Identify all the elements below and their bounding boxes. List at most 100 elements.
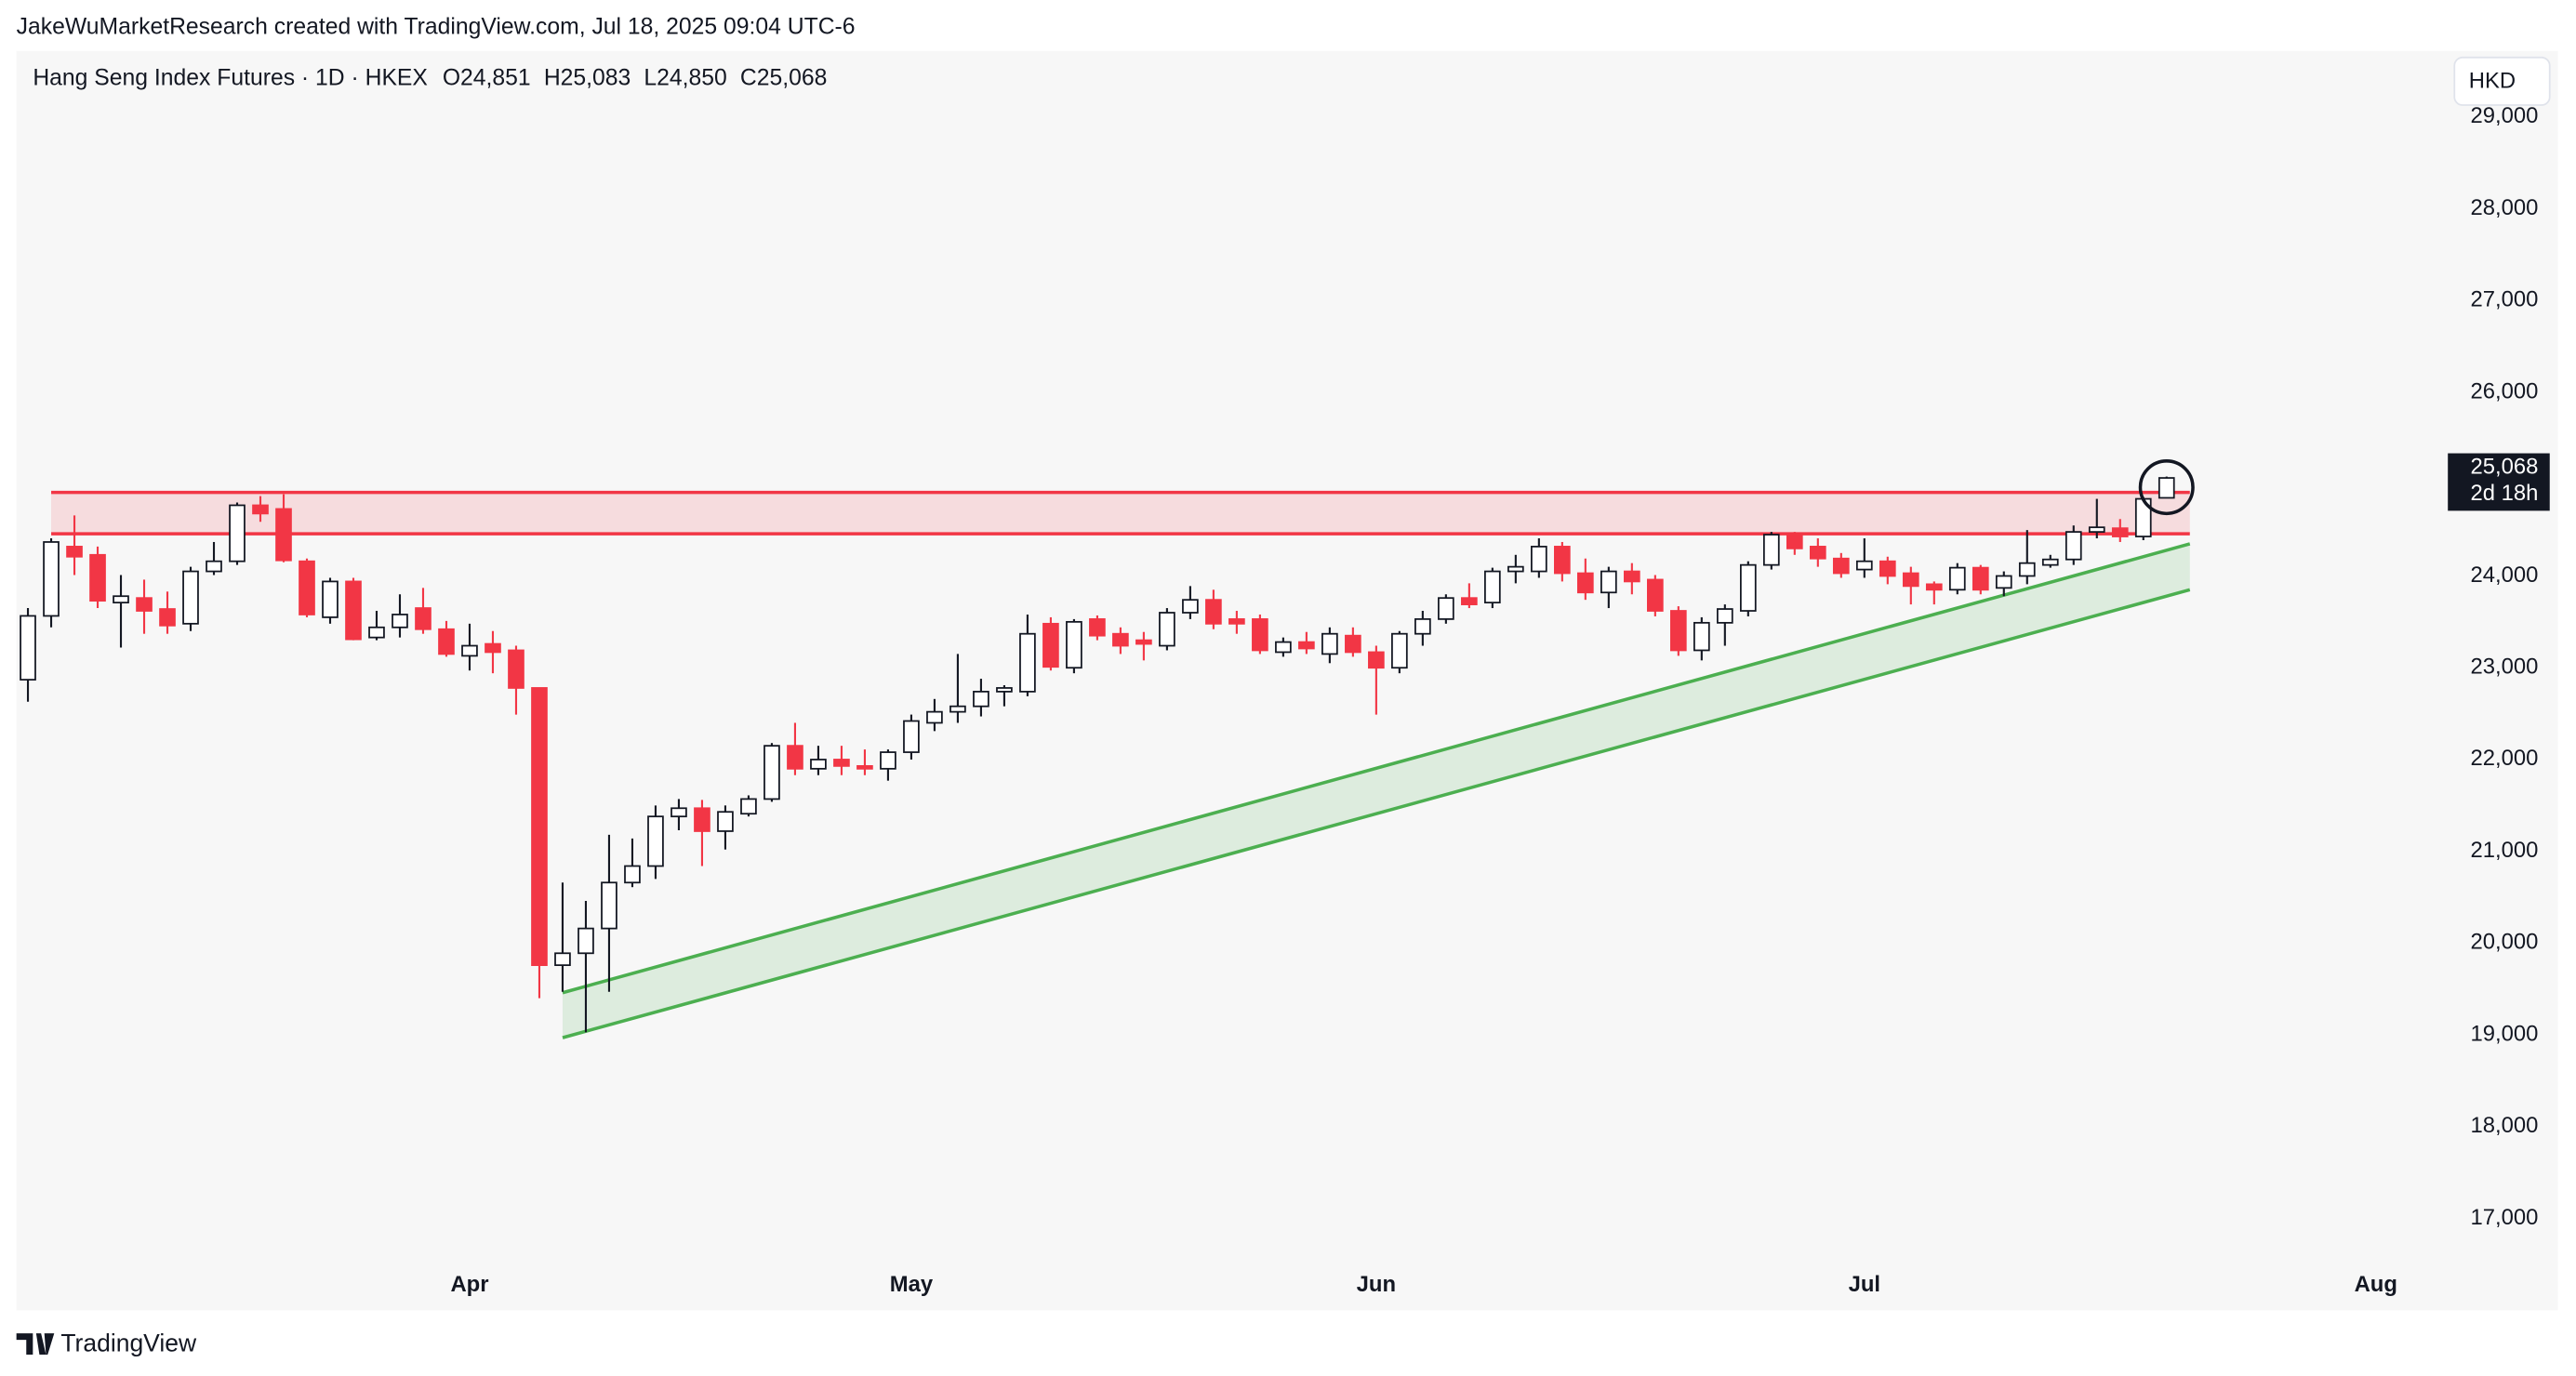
candle-body — [1600, 570, 1617, 594]
candle-body — [880, 751, 896, 770]
candle-body — [856, 764, 873, 770]
candle-body — [1298, 641, 1315, 650]
candle-body — [1112, 632, 1129, 647]
candle-body — [1252, 618, 1268, 652]
candle-body — [345, 580, 362, 641]
countdown-label: 2d 18h — [2470, 481, 2538, 506]
last-price-label: 25,068 — [2470, 455, 2538, 480]
candle-body — [973, 691, 989, 708]
candle-body — [996, 687, 1013, 693]
candle-body — [2018, 562, 2036, 577]
footer-brand: TradingView — [60, 1329, 197, 1356]
y-tick-label: 20,000 — [2470, 930, 2538, 955]
support-channel — [562, 543, 2190, 1039]
ohlc-label: C25,068 — [740, 65, 827, 90]
candle-body — [764, 745, 780, 800]
y-tick-label: 29,000 — [2470, 103, 2538, 128]
highlight-circle — [2138, 459, 2195, 516]
ohlc-label: L24,850 — [644, 65, 726, 90]
credit: JakeWuMarketResearch created with Tradin… — [17, 15, 856, 40]
candle-body — [1948, 566, 1966, 591]
candle-body — [392, 614, 408, 628]
candle-body — [1205, 599, 1222, 625]
resistance-zone — [51, 492, 2190, 535]
candle-body — [717, 811, 734, 832]
currency[interactable]: HKD — [2469, 69, 2516, 94]
plot — [20, 459, 2195, 1039]
candle-body — [1786, 534, 1803, 549]
candle-body — [1368, 651, 1385, 669]
candle-body — [1438, 597, 1454, 620]
candle-body — [810, 759, 827, 770]
candle-body — [438, 628, 455, 655]
candle-body — [1925, 583, 1943, 591]
candle-body — [578, 927, 594, 955]
candle-body — [1414, 618, 1431, 635]
chart-title: Hang Seng Index Futures · 1D · HKEX — [33, 65, 428, 90]
candle-body — [1019, 632, 1036, 693]
y-tick-label: 19,000 — [2470, 1021, 2538, 1046]
x-tick-label: Aug — [2355, 1272, 2397, 1297]
candle-body — [1345, 634, 1361, 654]
y-tick-label: 28,000 — [2470, 195, 2538, 220]
candle-body — [1902, 572, 1919, 588]
candle-body — [1507, 565, 1524, 573]
candle-body — [159, 608, 176, 627]
currency-button[interactable] — [2453, 56, 2551, 106]
candle-body — [66, 546, 83, 558]
candle-body — [206, 560, 222, 573]
candle-body — [1531, 546, 1547, 573]
candle-body — [1762, 534, 1780, 566]
candle-body — [322, 580, 339, 618]
candle-body — [1391, 632, 1408, 669]
candle-body — [1182, 599, 1199, 614]
candle-body — [368, 626, 385, 639]
candle-body — [2088, 526, 2105, 533]
candle-body — [903, 720, 920, 753]
candle-body — [2111, 527, 2129, 537]
candle-body — [1739, 563, 1757, 612]
candle-body — [554, 952, 571, 967]
candle-body — [624, 865, 641, 884]
candle-body — [833, 759, 850, 767]
candle-body — [1693, 621, 1710, 652]
y-tick-label: 27,000 — [2470, 287, 2538, 312]
candle-body — [926, 710, 943, 724]
candle-body — [136, 597, 153, 612]
candle-body — [1275, 641, 1292, 654]
last-price-box — [2448, 453, 2550, 511]
candle-body — [43, 541, 60, 617]
candle-body — [1554, 546, 1571, 575]
candle-body — [740, 798, 757, 815]
y-tick-label: 26,000 — [2470, 378, 2538, 404]
candle-body — [415, 607, 432, 630]
support-line — [562, 588, 2191, 1039]
candle-body — [1809, 546, 1826, 560]
y-tick-label: 22,000 — [2470, 746, 2538, 771]
candle-body — [787, 745, 803, 770]
candle-body — [2065, 531, 2082, 561]
candle-body — [1879, 560, 1896, 577]
candle-body — [671, 807, 687, 818]
candle-body — [1995, 575, 2012, 589]
candle-body — [694, 807, 710, 832]
candle-body — [20, 615, 36, 681]
candle-body — [1646, 578, 1664, 612]
chart-panel — [16, 50, 2558, 1311]
candle-body — [1461, 597, 1478, 605]
candle-body — [1577, 572, 1594, 594]
candle-body — [1832, 557, 1850, 575]
candle-body — [1624, 570, 1640, 583]
candle-body — [89, 553, 106, 602]
candle-body — [113, 595, 129, 604]
x-tick-label: Jun — [1357, 1272, 1396, 1297]
candle-body — [1972, 566, 1989, 591]
candle-body — [1159, 612, 1175, 647]
candle-body — [1066, 620, 1082, 669]
candle-body — [2158, 477, 2175, 499]
candle-body — [229, 504, 246, 562]
candle-body — [299, 560, 315, 615]
candle-body — [485, 642, 501, 654]
